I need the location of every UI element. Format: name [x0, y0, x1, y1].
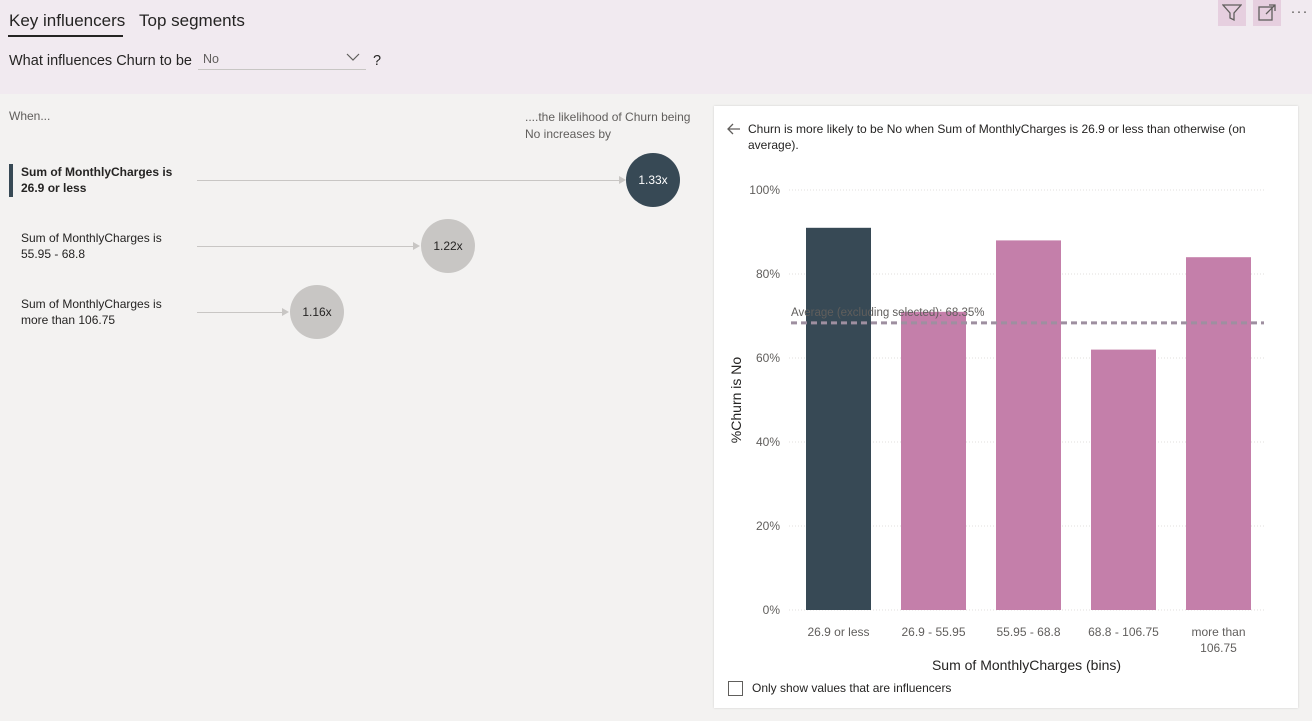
- x-tick-label: 106.75: [1200, 641, 1237, 655]
- average-line-label: Average (excluding selected): 68.35%: [791, 307, 985, 319]
- selection-indicator: [9, 164, 13, 197]
- y-tick-label: 0%: [763, 603, 781, 617]
- x-tick-label: 55.95 - 68.8: [996, 625, 1060, 639]
- influencers-only-checkbox[interactable]: [728, 681, 743, 696]
- influencer-connector: [197, 246, 414, 247]
- when-label: When...: [9, 109, 51, 123]
- y-tick-label: 40%: [756, 435, 780, 449]
- influencer-bar-chart: 0% 20% 40% 60% 80% 100% 26.9 or less 26.9 - 55.…: [728, 183, 1264, 673]
- y-axis-title: %Churn is No: [728, 357, 744, 444]
- header-band: [0, 0, 1312, 94]
- churn-value-dropdown[interactable]: No: [198, 47, 366, 70]
- influencer-row[interactable]: Sum of MonthlyCharges is 55.95 - 68.8 1.…: [0, 219, 700, 286]
- dropdown-selected-value: No: [203, 52, 219, 66]
- influencer-factor-bubble: 1.33x: [626, 153, 680, 207]
- influencer-arrowhead: [619, 176, 626, 184]
- more-options-button[interactable]: ···: [1287, 0, 1312, 22]
- influencer-label: Sum of MonthlyCharges is 26.9 or less: [21, 165, 173, 195]
- more-options-icon: ···: [1290, 2, 1309, 20]
- detail-description: Churn is more likely to be No when Sum o…: [748, 122, 1246, 152]
- y-tick-label: 100%: [749, 183, 780, 197]
- bar: [1091, 349, 1156, 610]
- bar: [806, 227, 871, 611]
- influencer-factor-bubble: 1.16x: [290, 285, 344, 339]
- x-tick-label: 26.9 or less: [807, 625, 869, 639]
- active-tab-indicator: [8, 35, 123, 37]
- x-axis-title: Sum of MonthlyCharges (bins): [932, 657, 1121, 673]
- likelihood-label: ....the likelihood of Churn being No inc…: [525, 110, 691, 141]
- tab-top-segments[interactable]: Top segments: [139, 11, 245, 30]
- influencer-factor-bubble: 1.22x: [421, 219, 475, 273]
- y-tick-label: 60%: [756, 351, 780, 365]
- influencer-connector: [197, 180, 620, 181]
- chevron-down-icon: [346, 51, 360, 65]
- influencer-arrowhead: [413, 242, 420, 250]
- filter-button[interactable]: [1218, 0, 1246, 26]
- influencer-row[interactable]: Sum of MonthlyCharges is more than 106.7…: [0, 285, 700, 352]
- x-tick-label: more than: [1191, 625, 1245, 639]
- bar: [901, 311, 966, 610]
- focus-mode-button[interactable]: [1253, 0, 1281, 26]
- x-tick-label: 68.8 - 106.75: [1088, 625, 1159, 639]
- bar: [1186, 257, 1251, 610]
- back-arrow-icon[interactable]: [726, 121, 742, 142]
- focus-mode-icon: [1258, 4, 1276, 21]
- question-suffix: ?: [373, 53, 382, 69]
- influencer-label: Sum of MonthlyCharges is more than 106.7…: [21, 297, 162, 327]
- influencer-row[interactable]: Sum of MonthlyCharges is 26.9 or less 1.…: [0, 153, 700, 220]
- x-tick-label: 26.9 - 55.95: [901, 625, 965, 639]
- filter-icon: [1222, 4, 1242, 22]
- question-prefix: What influences Churn to be: [9, 53, 192, 69]
- influencer-arrowhead: [282, 308, 289, 316]
- y-tick-label: 20%: [756, 519, 780, 533]
- influencer-connector: [197, 312, 283, 313]
- tab-key-influencers[interactable]: Key influencers: [9, 11, 126, 30]
- influencer-label: Sum of MonthlyCharges is 55.95 - 68.8: [21, 231, 162, 261]
- y-tick-label: 80%: [756, 267, 780, 281]
- influencers-only-label: Only show values that are influencers: [752, 681, 952, 695]
- bar: [996, 240, 1061, 610]
